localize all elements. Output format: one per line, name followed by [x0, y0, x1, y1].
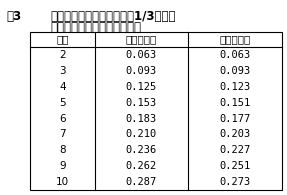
Text: 10: 10	[56, 177, 69, 187]
Text: 世代: 世代	[56, 35, 69, 44]
Text: 0.093: 0.093	[126, 66, 157, 76]
Text: 0.125: 0.125	[126, 82, 157, 92]
Text: 0.236: 0.236	[126, 145, 157, 155]
Text: 0.177: 0.177	[219, 113, 251, 123]
Text: 0.063: 0.063	[219, 50, 251, 60]
Text: 0.287: 0.287	[126, 177, 157, 187]
Text: 修正法選抜: 修正法選抜	[219, 35, 251, 44]
Text: 0.153: 0.153	[126, 98, 157, 108]
Text: 5: 5	[59, 98, 66, 108]
Bar	[30, 32, 282, 190]
Text: 4: 4	[59, 82, 66, 92]
Text: 0.210: 0.210	[126, 129, 157, 139]
Text: 0.203: 0.203	[219, 129, 251, 139]
Text: 2: 2	[59, 50, 66, 60]
Text: 表3: 表3	[6, 10, 21, 23]
Text: 0.273: 0.273	[219, 177, 251, 187]
Text: 0.123: 0.123	[219, 82, 251, 92]
Text: 0.183: 0.183	[126, 113, 157, 123]
Text: 0.093: 0.093	[219, 66, 251, 76]
Text: 0.063: 0.063	[126, 50, 157, 60]
Text: 7: 7	[59, 129, 66, 139]
Text: 0.262: 0.262	[126, 161, 157, 171]
Text: 0.227: 0.227	[219, 145, 251, 155]
Text: 8: 8	[59, 145, 66, 155]
Text: 修正法の評価値による腹内1/3選抜と: 修正法の評価値による腹内1/3選抜と	[50, 10, 175, 23]
Text: 3: 3	[59, 66, 66, 76]
Text: 0.151: 0.151	[219, 98, 251, 108]
Text: 6: 6	[59, 113, 66, 123]
Text: 無作為選抜: 無作為選抜	[126, 35, 157, 44]
Text: 9: 9	[59, 161, 66, 171]
Text: 無作為選抜の近交度の実現値: 無作為選抜の近交度の実現値	[50, 21, 141, 34]
Text: 0.251: 0.251	[219, 161, 251, 171]
